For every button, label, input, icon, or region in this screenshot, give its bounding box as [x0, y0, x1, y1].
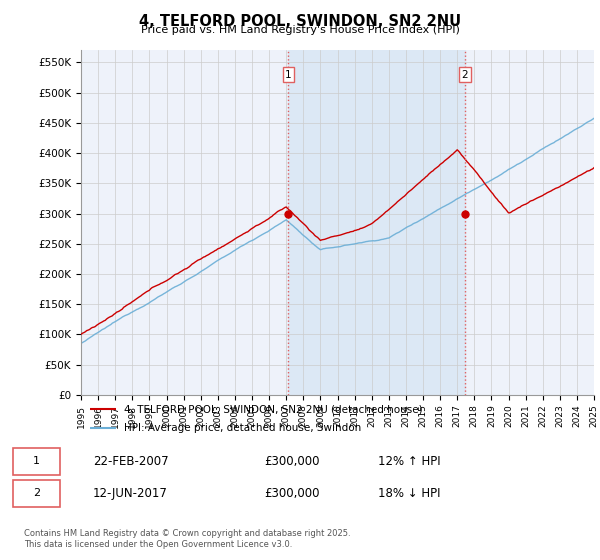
- Text: £300,000: £300,000: [264, 487, 320, 500]
- Text: £300,000: £300,000: [264, 455, 320, 468]
- Text: 4, TELFORD POOL, SWINDON, SN2 2NU (detached house): 4, TELFORD POOL, SWINDON, SN2 2NU (detac…: [124, 404, 423, 414]
- FancyBboxPatch shape: [13, 480, 60, 507]
- Text: 2: 2: [461, 69, 468, 80]
- Text: 12-JUN-2017: 12-JUN-2017: [93, 487, 168, 500]
- Text: 1: 1: [33, 456, 40, 466]
- Text: 12% ↑ HPI: 12% ↑ HPI: [378, 455, 440, 468]
- Text: 2: 2: [33, 488, 40, 498]
- Text: 1: 1: [285, 69, 292, 80]
- FancyBboxPatch shape: [13, 448, 60, 475]
- Text: Price paid vs. HM Land Registry's House Price Index (HPI): Price paid vs. HM Land Registry's House …: [140, 25, 460, 35]
- Bar: [289, 50, 465, 395]
- Text: 4, TELFORD POOL, SWINDON, SN2 2NU: 4, TELFORD POOL, SWINDON, SN2 2NU: [139, 14, 461, 29]
- Text: Contains HM Land Registry data © Crown copyright and database right 2025.
This d: Contains HM Land Registry data © Crown c…: [24, 529, 350, 549]
- Text: HPI: Average price, detached house, Swindon: HPI: Average price, detached house, Swin…: [124, 423, 361, 433]
- Text: 22-FEB-2007: 22-FEB-2007: [93, 455, 169, 468]
- Text: 18% ↓ HPI: 18% ↓ HPI: [378, 487, 440, 500]
